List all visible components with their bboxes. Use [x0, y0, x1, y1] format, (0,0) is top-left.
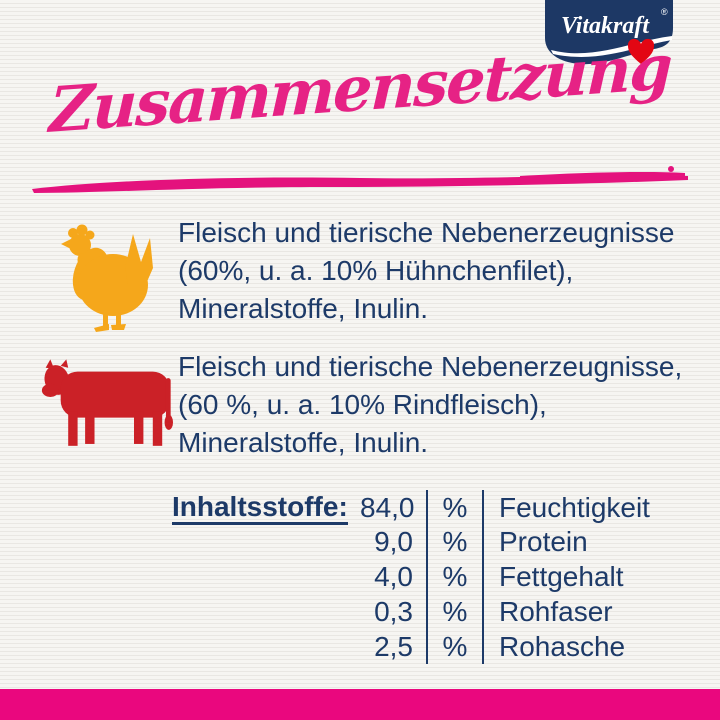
name-cell: Rohfaser	[482, 594, 650, 629]
unit-cell: %	[426, 489, 482, 525]
unit-cell: %	[426, 629, 482, 664]
table-row: 2,5 % Rohasche	[172, 629, 650, 664]
table-row: 0,3 % Rohfaser	[172, 594, 650, 629]
registered-mark: ®	[661, 7, 668, 17]
value-cell: 9,0	[374, 526, 413, 557]
value-cell: 84,0	[360, 491, 415, 523]
name-cell: Protein	[482, 524, 650, 559]
name-cell: Fettgehalt	[482, 559, 650, 594]
ingredient-line: Fleisch und tierische Nebenerzeugnisse	[178, 217, 675, 248]
ingredient-line: (60 %, u. a. 10% Rindfleisch),	[178, 389, 547, 420]
value-cell: 2,5	[374, 631, 413, 662]
value-cell: 0,3	[374, 596, 413, 627]
analysis-label: Inhaltsstoffe:	[172, 489, 360, 525]
name-cell: Feuchtigkeit	[482, 489, 650, 525]
analysis-table: Inhaltsstoffe: 84,0 % Feuchtigkeit 9,0 %…	[172, 489, 650, 664]
heart-icon	[627, 38, 655, 64]
brand-logo: Vitakraft ®	[544, 0, 674, 68]
vitakraft-logo-text: Vitakraft	[561, 13, 650, 39]
table-row: Inhaltsstoffe: 84,0 % Feuchtigkeit	[172, 489, 650, 525]
ingredient-line: Mineralstoffe, Inulin.	[178, 293, 429, 324]
name-cell: Rohasche	[482, 629, 650, 664]
brush-stroke-divider	[30, 166, 690, 196]
vitakraft-logo-shape: Vitakraft ®	[545, 0, 673, 65]
table-row: 9,0 % Protein	[172, 524, 650, 559]
unit-cell: %	[426, 524, 482, 559]
page-title: Zusammensetzung	[48, 30, 672, 147]
ingredient-line: Mineralstoffe, Inulin.	[178, 427, 429, 458]
unit-cell: %	[426, 559, 482, 594]
chicken-icon	[58, 222, 165, 340]
value-cell: 4,0	[374, 561, 413, 592]
ingredient-text-chicken: Fleisch und tierische Nebenerzeugnisse (…	[178, 214, 675, 328]
unit-cell: %	[426, 594, 482, 629]
bottom-accent-bar	[0, 689, 720, 720]
table-row: 4,0 % Fettgehalt	[172, 559, 650, 594]
cow-icon	[40, 358, 181, 455]
ingredient-line: (60%, u. a. 10% Hühnchenfilet),	[178, 255, 574, 286]
ingredient-text-beef: Fleisch und tierische Nebenerzeugnisse, …	[178, 348, 682, 462]
ingredient-line: Fleisch und tierische Nebenerzeugnisse,	[178, 351, 683, 382]
